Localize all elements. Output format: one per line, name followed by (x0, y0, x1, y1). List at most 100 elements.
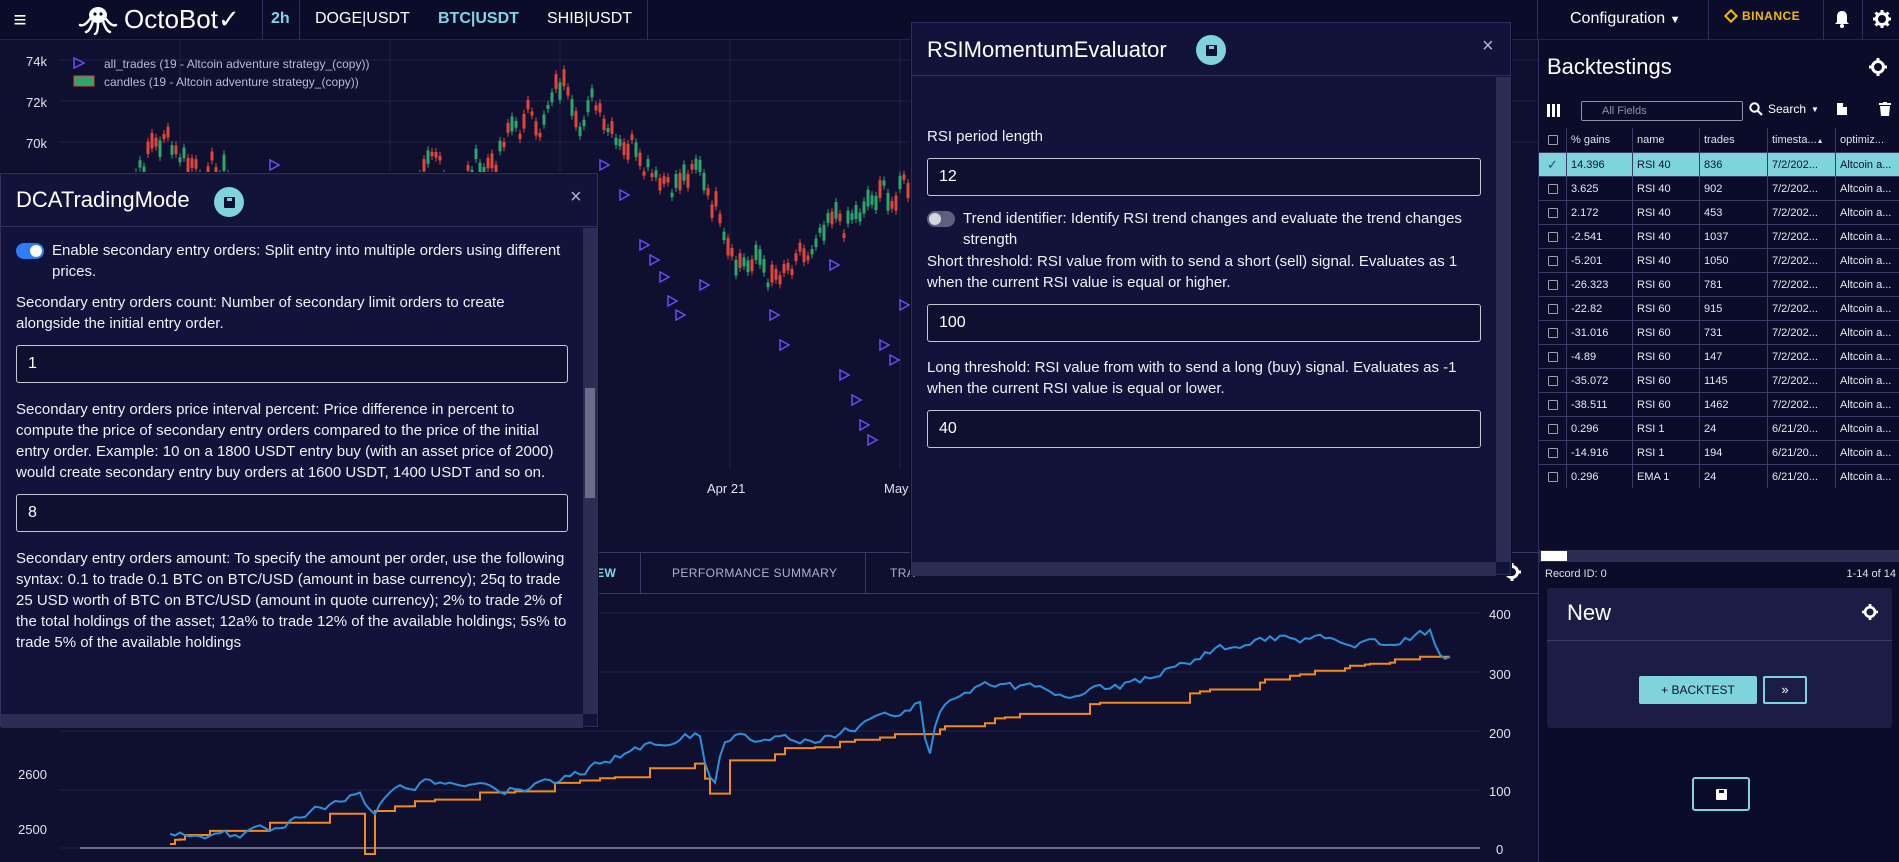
trade-marker[interactable] (667, 294, 679, 308)
gear-icon[interactable] (1873, 10, 1891, 33)
trade-marker[interactable] (599, 158, 611, 172)
row-checkbox[interactable] (1539, 177, 1567, 200)
candle-body (674, 173, 678, 188)
row-checkbox[interactable] (1539, 297, 1567, 320)
dca-horizontal-scrollbar[interactable] (1, 714, 583, 728)
table-row[interactable]: 0.296 EMA 1 24 6/21/20... Altcoin a... (1539, 464, 1899, 488)
row-checkbox[interactable] (1539, 321, 1567, 344)
short-threshold-input[interactable]: 100 (927, 304, 1481, 342)
trade-marker[interactable] (829, 258, 841, 272)
table-row[interactable]: -4.89 RSI 60 147 7/2/202... Altcoin a... (1539, 344, 1899, 368)
row-checkbox[interactable] (1539, 465, 1567, 488)
table-row[interactable]: -2.541 RSI 40 1037 7/2/202... Altcoin a... (1539, 224, 1899, 248)
legend-candles-label[interactable]: candles (19 - Altcoin adventure strategy… (104, 75, 359, 89)
dca-vertical-scrollbar[interactable] (583, 228, 597, 714)
dca-close-icon[interactable]: × (570, 186, 582, 208)
secondary-interval-input[interactable]: 8 (16, 494, 568, 532)
column-header-timestamp-label: timesta... (1772, 134, 1817, 146)
column-header-timestamp[interactable]: timesta...▲ (1768, 128, 1836, 152)
column-header-name[interactable]: name (1633, 128, 1700, 152)
trade-marker[interactable] (659, 270, 671, 284)
configuration-dropdown[interactable]: Configuration ▼ (1570, 10, 1681, 28)
rsi-period-input[interactable]: 12 (927, 158, 1481, 196)
column-header-gains[interactable]: % gains (1567, 128, 1633, 152)
long-threshold-input[interactable]: 40 (927, 410, 1481, 448)
row-checkbox[interactable] (1539, 417, 1567, 440)
table-row[interactable]: -38.511 RSI 60 1462 7/2/202... Altcoin a... (1539, 392, 1899, 416)
trade-marker[interactable] (867, 433, 879, 447)
trade-marker[interactable] (859, 418, 871, 432)
table-row[interactable]: 3.625 RSI 40 902 7/2/202... Altcoin a... (1539, 176, 1899, 200)
rsi-horizontal-scrollbar[interactable] (912, 562, 1496, 576)
trade-marker[interactable] (675, 308, 687, 322)
rsi-vertical-scrollbar[interactable] (1496, 77, 1510, 562)
candle-body (862, 201, 866, 214)
trade-marker[interactable] (639, 238, 651, 252)
table-row[interactable]: -31.016 RSI 60 731 7/2/202... Altcoin a... (1539, 320, 1899, 344)
pair-shib-usdt[interactable]: SHIB|USDT (547, 10, 633, 27)
timeframe-selector[interactable]: 2h (271, 10, 290, 27)
bell-icon[interactable] (1834, 10, 1850, 33)
trade-marker[interactable] (699, 278, 711, 292)
tab-performance-summary[interactable]: PERFORMANCE SUMMARY (644, 553, 867, 593)
sidebar-save-button[interactable] (1692, 777, 1750, 811)
columns-icon[interactable] (1547, 104, 1561, 120)
trade-marker[interactable] (879, 338, 891, 352)
candle-body (618, 138, 622, 147)
trade-marker[interactable] (889, 353, 901, 367)
select-all-checkbox[interactable] (1539, 128, 1567, 152)
dca-save-button[interactable] (214, 187, 244, 217)
row-checkbox[interactable] (1539, 201, 1567, 224)
candle-body (166, 126, 170, 138)
trade-marker[interactable] (649, 253, 661, 267)
trade-marker[interactable] (899, 298, 911, 312)
row-checkbox[interactable] (1539, 225, 1567, 248)
row-checkbox[interactable] (1539, 369, 1567, 392)
row-checkbox[interactable] (1539, 345, 1567, 368)
legend-trades-label[interactable]: all_trades (19 - Altcoin adventure strat… (104, 57, 369, 71)
fast-forward-button[interactable]: » (1763, 676, 1807, 704)
pair-btc-usdt[interactable]: BTC|USDT (438, 10, 519, 27)
table-row[interactable]: -35.072 RSI 60 1145 7/2/202... Altcoin a... (1539, 368, 1899, 392)
trade-marker[interactable] (779, 338, 791, 352)
row-checkbox[interactable] (1539, 273, 1567, 296)
export-file-icon[interactable] (1837, 102, 1847, 120)
trade-marker[interactable] (839, 368, 851, 382)
table-row[interactable]: ✓ 14.396 RSI 40 836 7/2/202... Altcoin a... (1539, 152, 1899, 176)
table-row[interactable]: -22.82 RSI 60 915 7/2/202... Altcoin a... (1539, 296, 1899, 320)
pair-doge-usdt[interactable]: DOGE|USDT (315, 10, 410, 27)
row-checkbox[interactable]: ✓ (1539, 153, 1567, 176)
rsi-close-icon[interactable]: × (1482, 35, 1494, 57)
table-row[interactable]: -26.323 RSI 60 781 7/2/202... Altcoin a... (1539, 272, 1899, 296)
brand-logo[interactable]: OctoBot ✓ (78, 4, 240, 35)
column-header-optimizer[interactable]: optimiz... (1840, 134, 1885, 146)
table-row[interactable]: -5.201 RSI 40 1050 7/2/202... Altcoin a... (1539, 248, 1899, 272)
new-backtest-gear-icon[interactable] (1862, 604, 1878, 625)
row-checkbox[interactable] (1539, 249, 1567, 272)
row-checkbox[interactable] (1539, 441, 1567, 464)
trade-marker[interactable] (269, 158, 281, 172)
backtestings-gear-icon[interactable] (1869, 58, 1887, 81)
hamburger-menu-icon[interactable]: ≡ (13, 6, 27, 32)
cell-trades: 1037 (1700, 225, 1768, 248)
trade-marker[interactable] (769, 308, 781, 322)
trade-marker[interactable] (851, 393, 863, 407)
backtest-button[interactable]: + BACKTEST (1639, 676, 1757, 704)
exchange-badge[interactable]: BINANCE (1723, 8, 1800, 24)
row-checkbox[interactable] (1539, 393, 1567, 416)
grid-search-input[interactable]: All Fields (1581, 101, 1743, 121)
cell-gains: 14.396 (1567, 153, 1633, 176)
table-row[interactable]: 0.296 RSI 1 24 6/21/20... Altcoin a... (1539, 416, 1899, 440)
column-header-trades[interactable]: trades (1700, 128, 1768, 152)
grid-horizontal-scrollbar[interactable] (1539, 550, 1899, 562)
table-row[interactable]: -14.916 RSI 1 194 6/21/20... Altcoin a... (1539, 440, 1899, 464)
rsi-save-button[interactable] (1196, 35, 1226, 65)
tab-trades[interactable]: TRA (890, 566, 916, 580)
enable-secondary-toggle[interactable] (16, 243, 44, 259)
trash-icon[interactable] (1879, 102, 1891, 121)
trade-marker[interactable] (619, 188, 631, 202)
table-row[interactable]: 2.172 RSI 40 453 7/2/202... Altcoin a... (1539, 200, 1899, 224)
trend-identifier-toggle[interactable] (927, 211, 955, 227)
grid-search-button[interactable]: Search ▼ (1749, 102, 1819, 116)
secondary-count-input[interactable]: 1 (16, 345, 568, 383)
